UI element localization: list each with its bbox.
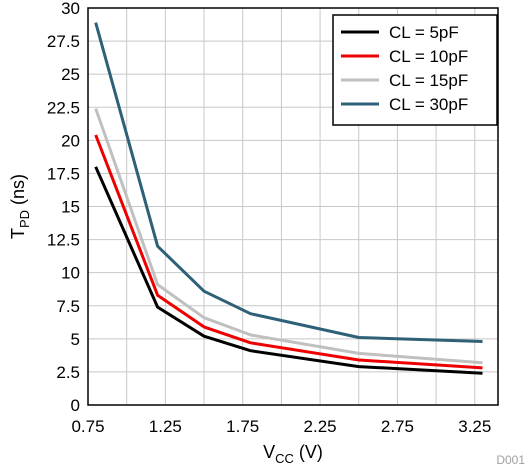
- y-tick-label: 22.5: [47, 98, 80, 117]
- y-tick-labels: 0 2.5 5 7.5 10 12.5 15 17.5 20 22.5 25 27.5 30: [47, 0, 80, 415]
- y-tick-label: 0: [71, 396, 80, 415]
- series-line-2: [94, 134, 483, 370]
- y-axis-label-main: T: [8, 228, 28, 239]
- figure-id-label: D001: [496, 453, 525, 467]
- series-line-3: [94, 108, 483, 365]
- y-axis-label-unit: (ns): [8, 174, 28, 210]
- legend-label: CL = 30pF: [389, 95, 468, 114]
- legend: CL = 5pF CL = 10pF CL = 15pF CL = 30pF: [332, 14, 498, 126]
- x-axis-label-sub: CC: [275, 451, 294, 466]
- x-tick-label: 0.75: [71, 417, 104, 436]
- x-tick-label: 1.75: [226, 417, 259, 436]
- legend-label: CL = 15pF: [389, 71, 468, 90]
- y-tick-label: 25: [61, 65, 80, 84]
- y-tick-label: 7.5: [56, 297, 80, 316]
- y-tick-label: 20: [61, 131, 80, 150]
- series-lines: [94, 22, 483, 375]
- x-tick-label: 3.25: [458, 417, 491, 436]
- x-tick-label: 2.75: [381, 417, 414, 436]
- legend-label: CL = 5pF: [389, 23, 459, 42]
- y-tick-label: 12.5: [47, 231, 80, 250]
- y-axis-label-sub: PD: [17, 210, 32, 228]
- y-tick-label: 5: [71, 330, 80, 349]
- y-tick-label: 27.5: [47, 32, 80, 51]
- x-tick-labels: 0.75 1.25 1.75 2.25 2.75 3.25: [71, 417, 491, 436]
- y-tick-label: 17.5: [47, 164, 80, 183]
- y-axis-label: TPD (ns): [8, 174, 32, 239]
- x-axis-label: VCC (V): [263, 442, 323, 466]
- legend-label: CL = 10pF: [389, 47, 468, 66]
- y-tick-label: 10: [61, 264, 80, 283]
- y-tick-label: 2.5: [56, 363, 80, 382]
- y-tick-label: 30: [61, 0, 80, 18]
- y-tick-label: 15: [61, 198, 80, 217]
- plot-frame: [87, 7, 499, 406]
- x-tick-label: 2.25: [304, 417, 337, 436]
- x-axis-label-unit: (V): [294, 442, 323, 462]
- series-line-1: [94, 166, 483, 375]
- series-line-4: [94, 22, 483, 343]
- x-axis-label-main: V: [263, 442, 275, 462]
- x-tick-label: 1.25: [149, 417, 182, 436]
